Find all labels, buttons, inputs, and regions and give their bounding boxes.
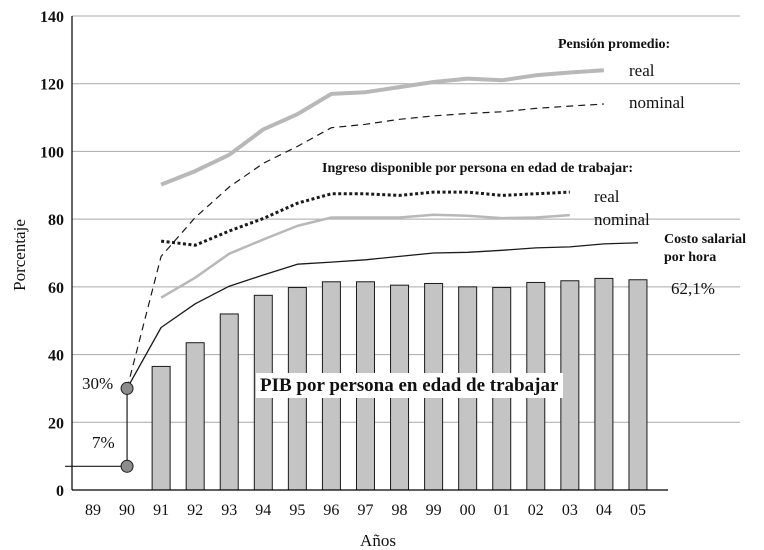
x-tick-label: 89 xyxy=(85,502,101,519)
y-tick-label: 60 xyxy=(48,280,64,297)
last-bar-value-label: 62,1% xyxy=(671,279,715,298)
x-tick-label: 91 xyxy=(153,502,169,519)
bar xyxy=(219,313,239,491)
x-tick-label: 90 xyxy=(119,502,135,519)
y-tick-label: 100 xyxy=(40,144,64,161)
y-tick-label: 140 xyxy=(40,9,64,26)
bar xyxy=(594,277,614,491)
x-tick-label: 03 xyxy=(562,502,578,519)
ingreso-header-label: Ingreso disponible por persona en edad d… xyxy=(322,161,633,176)
costo-label-line2: por hora xyxy=(664,250,716,265)
series-line-ingreso-nominal xyxy=(160,213,570,299)
x-tick-label: 99 xyxy=(426,502,442,519)
ingreso-real-label: real xyxy=(594,187,620,206)
ingreso-nominal-label: nominal xyxy=(594,210,650,229)
start-low-marker xyxy=(120,459,134,473)
x-tick-label: 95 xyxy=(289,502,305,519)
start-high-label: 30% xyxy=(82,374,113,393)
bar-series-label: PIB por persona en edad de trabajar xyxy=(260,375,559,396)
start-low-label: 7% xyxy=(92,433,115,452)
x-tick-label: 00 xyxy=(460,502,476,519)
series-line-pension-nominal xyxy=(126,103,604,389)
x-tick-label: 04 xyxy=(596,502,612,519)
bar xyxy=(151,365,171,491)
y-tick-label: 0 xyxy=(56,483,64,500)
bar xyxy=(628,279,648,491)
annotations: Pensión promedio: real nominal Ingreso d… xyxy=(82,37,746,452)
x-tick-label: 96 xyxy=(323,502,339,519)
x-tick-label: 98 xyxy=(392,502,408,519)
pension-header-label: Pensión promedio: xyxy=(558,37,670,52)
series-lines xyxy=(65,68,639,473)
bar xyxy=(185,342,205,491)
series-line-pension-real xyxy=(160,68,605,187)
start-high-marker xyxy=(120,381,134,395)
series-line-costo-salarial-por-hora xyxy=(126,242,639,389)
bar xyxy=(560,280,580,491)
y-tick-label: 20 xyxy=(48,415,64,432)
bars xyxy=(151,277,648,491)
x-tick-label: 05 xyxy=(630,502,646,519)
y-tick-label: 80 xyxy=(48,212,64,229)
x-axis-title: Años xyxy=(360,531,396,550)
x-tick-label: 93 xyxy=(221,502,237,519)
x-tick-label: 94 xyxy=(255,502,271,519)
costo-label-line1: Costo salarial xyxy=(664,232,746,247)
pension-nominal-label: nominal xyxy=(629,93,685,112)
x-tick-label: 92 xyxy=(187,502,203,519)
y-tick-label: 40 xyxy=(48,348,64,365)
x-tick-label: 02 xyxy=(528,502,544,519)
y-axis-title: Porcentaje xyxy=(10,219,29,291)
x-tick-label: 97 xyxy=(357,502,373,519)
pension-real-label: real xyxy=(629,61,655,80)
bar-series-label-box xyxy=(256,373,563,398)
x-tick-label: 01 xyxy=(494,502,510,519)
y-tick-label: 120 xyxy=(40,77,64,94)
